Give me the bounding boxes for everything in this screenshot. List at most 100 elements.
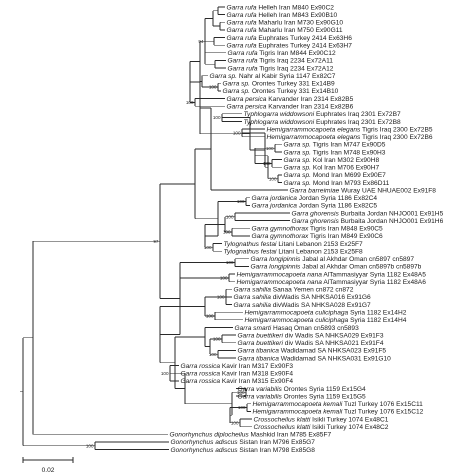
leaf-locality: Hasaq Oman cn5893 cn5893 <box>271 325 359 332</box>
leaf-taxon: Garra sp. <box>284 172 312 179</box>
leaf-locality: Orontes Syria 1159 Ex15G5 <box>282 393 366 400</box>
leaf-label: Garra rossica Kavir Iran M317 Ex90F3 <box>181 363 294 370</box>
leaf-locality: Euphrates Turkey 2414 Ex63H6 <box>257 35 353 42</box>
leaf-label: Garra rossica Kavir Iran M315 Ex90F4 <box>181 378 294 385</box>
leaf-taxon: Garra sp. <box>284 142 312 149</box>
bootstrap-value: 94 <box>198 39 204 44</box>
leaf-locality: divWadis SA NHKSA028 Ex91G7 <box>271 302 371 309</box>
leaf-locality: Helleh Iran M843 Ex90B10 <box>257 12 338 19</box>
leaf-label: Garra sp. Orontes Turkey 331 Ex14B9 <box>223 81 335 88</box>
leaf-taxon: Crossocheilus klatti <box>254 416 311 423</box>
leaf-locality: Sistan Iran M796 Ex85G7 <box>238 439 316 446</box>
leaf-label: Garra tibanica Wadidamad SA NHKSA031 Ex9… <box>238 355 392 362</box>
leaf-taxon: Tylognathus festai <box>224 248 278 255</box>
leaf-label: Garra gymnothorax Tigris Iran M848 Ex90C… <box>252 226 384 233</box>
leaf-locality: Kol Iran M706 Ex90H7 <box>311 165 380 172</box>
leaf-label: Garra rufa Euphrates Turkey 2414 Ex63H6 <box>227 35 353 42</box>
leaf-taxon: Typhlogarra widdowsoni <box>244 111 315 118</box>
leaf-label: Hemigarrammocapoeta kemali Tuzl Turkey 1… <box>253 409 424 416</box>
leaf-taxon: Garra rossica <box>181 363 221 370</box>
leaf-label: Typhlogarra widdowsoni Euphrates Iraq 23… <box>244 119 401 126</box>
leaf-label: Garra rufa Maharlu Iran M750 Ex90G11 <box>227 27 343 34</box>
bootstrap-value: 100 <box>206 314 214 319</box>
bootstrap-labels: 94 100 100 100 100 100 100 100 100 100 100 100 100 10… <box>86 39 277 448</box>
leaf-label: Garra rufa Maharlu Iran M730 Ex90G10 <box>227 20 344 27</box>
leaf-locality: Isikli Turkey 1074 Ex48C1 <box>310 416 388 423</box>
leaf-label: Crossocheilus klatti Isikli Turkey 1074 … <box>254 416 389 423</box>
leaf-locality: Tigris Iran M748 Ex90H3 <box>311 149 386 156</box>
bootstrap-value: 100 <box>209 85 217 90</box>
leaf-locality: Syria 1182 Ex14H2 <box>348 310 406 317</box>
leaf-label: Garra barreimiae Wuray UAE NHUAE002 Ex91… <box>290 187 437 194</box>
leaf-taxon: Garra longipinnis <box>251 256 302 263</box>
leaf-locality: Karvander Iran 2314 Ex82B5 <box>266 96 353 103</box>
bootstrap-value: 100 <box>263 161 271 166</box>
leaf-locality: Orontes Turkey 331 Ex14B9 <box>250 81 335 88</box>
leaf-taxon: Hemigarrammocapoeta culiciphaga <box>245 310 349 317</box>
leaf-label: Garra smarti Hasaq Oman cn5893 cn5893 <box>235 325 360 332</box>
leaf-label: Gonorhynchus adiscus Sistan Iran M796 Ex… <box>171 439 316 446</box>
leaf-label: Hemigarrammocapoeta nana AlTammasiyyar S… <box>237 271 427 278</box>
leaf-taxon: Hemigarrammocapoeta culiciphaga <box>245 317 349 324</box>
leaf-label: Typhlogarra widdowsoni Euphrates Iraq 23… <box>244 111 401 118</box>
leaf-label: Garra sp. Orontes Turkey 331 Ex14B10 <box>223 88 339 95</box>
leaf-locality: Euphrates Turkey 2414 Ex63H7 <box>257 42 353 49</box>
bootstrap-value: 100 <box>223 230 231 235</box>
leaf-label: Garra sahilia divWadis SA NHKSA028 Ex91G… <box>234 302 372 309</box>
leaf-taxon: Hemigarrammocapoeta nana <box>237 279 323 286</box>
leaf-label: Garra rossica Kavir Iran M318 Ex90F4 <box>181 371 294 378</box>
leaf-locality: Tigris Iran M849 Ex90C6 <box>308 233 383 240</box>
leaf-taxon: Garra persica <box>227 96 267 103</box>
bootstrap-value: 100 <box>231 420 239 425</box>
scale-bar: 0.02 <box>22 457 74 474</box>
leaf-locality: Maharlu Iran M730 Ex90G10 <box>257 20 344 27</box>
scale-bar-label: 0.02 <box>42 467 55 474</box>
leaf-taxon: Garra smarti <box>235 325 272 332</box>
leaf-label: Garra sp. Tigris Iran M747 Ex90D5 <box>284 142 386 149</box>
leaf-locality: Kavir Iran M315 Ex90F4 <box>220 378 293 385</box>
leaf-taxon: Garra rufa <box>227 12 257 19</box>
leaf-taxon: Garra gymnothorax <box>252 226 310 233</box>
leaf-label: Garra persica Karvander Iran 2314 Ex82B6 <box>227 103 354 110</box>
leaf-taxon: Garra buettikeri <box>238 332 284 339</box>
leaf-locality: Isikli Turkey 1074 Ex48C2 <box>310 424 388 431</box>
leaf-label: Garra ghorensis Burbaita Jordan NHJO001 … <box>292 218 444 225</box>
bootstrap-value: 100 <box>237 199 245 204</box>
leaf-locality: Helleh Iran M840 Ex90C2 <box>257 4 335 11</box>
leaf-label: Garra rufa Tigris Iran M844 Ex90C12 <box>228 50 336 57</box>
leaf-label: Garra buettikeri div Wadis SA NHKSA029 E… <box>238 332 384 339</box>
leaf-locality: Wuray UAE NHUAE002 Ex91F8 <box>339 187 436 194</box>
leaf-labels: Garra rufa Helleh Iran M840 Ex90C2Garra … <box>170 4 444 454</box>
leaf-label: Garra sahilia divWadis SA NHKSA016 Ex91G… <box>234 294 372 301</box>
tree-branches <box>20 6 290 450</box>
leaf-taxon: Garra variabilis <box>238 386 283 393</box>
leaf-label: Garra jordanica Jordan Syria 1186 Ex82C5 <box>252 203 378 210</box>
leaf-taxon: Garra sp. <box>284 157 312 164</box>
leaf-taxon: Hemigarrammocapoeta elegans <box>267 134 362 141</box>
leaf-label: Hemigarrammocapoeta culiciphaga Syria 11… <box>245 317 407 324</box>
leaf-taxon: Garra rufa <box>228 50 258 57</box>
leaf-taxon: Garra rufa <box>227 27 257 34</box>
leaf-locality: Kavir Iran M317 Ex90F3 <box>220 363 293 370</box>
leaf-locality: Kavir Iran M318 Ex90F4 <box>220 371 293 378</box>
bootstrap-value: 100 <box>213 337 221 342</box>
leaf-label: Hemigarrammocapoeta nana AlTammasiyyar S… <box>237 279 427 286</box>
leaf-taxon: Garra sp. <box>284 149 312 156</box>
leaf-taxon: Garra ghorensis <box>292 210 340 217</box>
bootstrap-value: 100 <box>220 275 228 280</box>
leaf-locality: Tigris Iraq 2234 Ex72A11 <box>258 58 334 65</box>
leaf-locality: Burbaita Jordan NHJO001 Ex91H6 <box>339 218 444 225</box>
leaf-label: Garra rufa Helleh Iran M843 Ex90B10 <box>227 12 338 19</box>
bootstrap-value: 100 <box>237 390 245 395</box>
leaf-taxon: Gonorhynchus adiscus <box>171 447 239 454</box>
leaf-locality: Tigris Iraq 2300 Ex72B6 <box>360 134 433 141</box>
bootstrap-value: 100 <box>161 371 169 376</box>
leaf-locality: Tigris Iraq 2234 Ex72A12 <box>258 65 334 72</box>
leaf-taxon: Crossocheilus klatti <box>254 424 311 431</box>
leaf-taxon: Garra jordanica <box>252 195 298 202</box>
leaf-locality: divWadis SA NHKSA016 Ex91G6 <box>271 294 371 301</box>
leaf-label: Garra variabilis Orontes Syria 1159 Ex15… <box>238 386 366 393</box>
leaf-label: Garra sp. Nahr al Kabir Syria 1147 Ex82C… <box>210 73 336 80</box>
leaf-label: Garra ghorensis Burbaita Jordan NHJO001 … <box>292 210 444 217</box>
leaf-locality: Tigris Iraq 2300 Ex72B5 <box>360 126 433 133</box>
